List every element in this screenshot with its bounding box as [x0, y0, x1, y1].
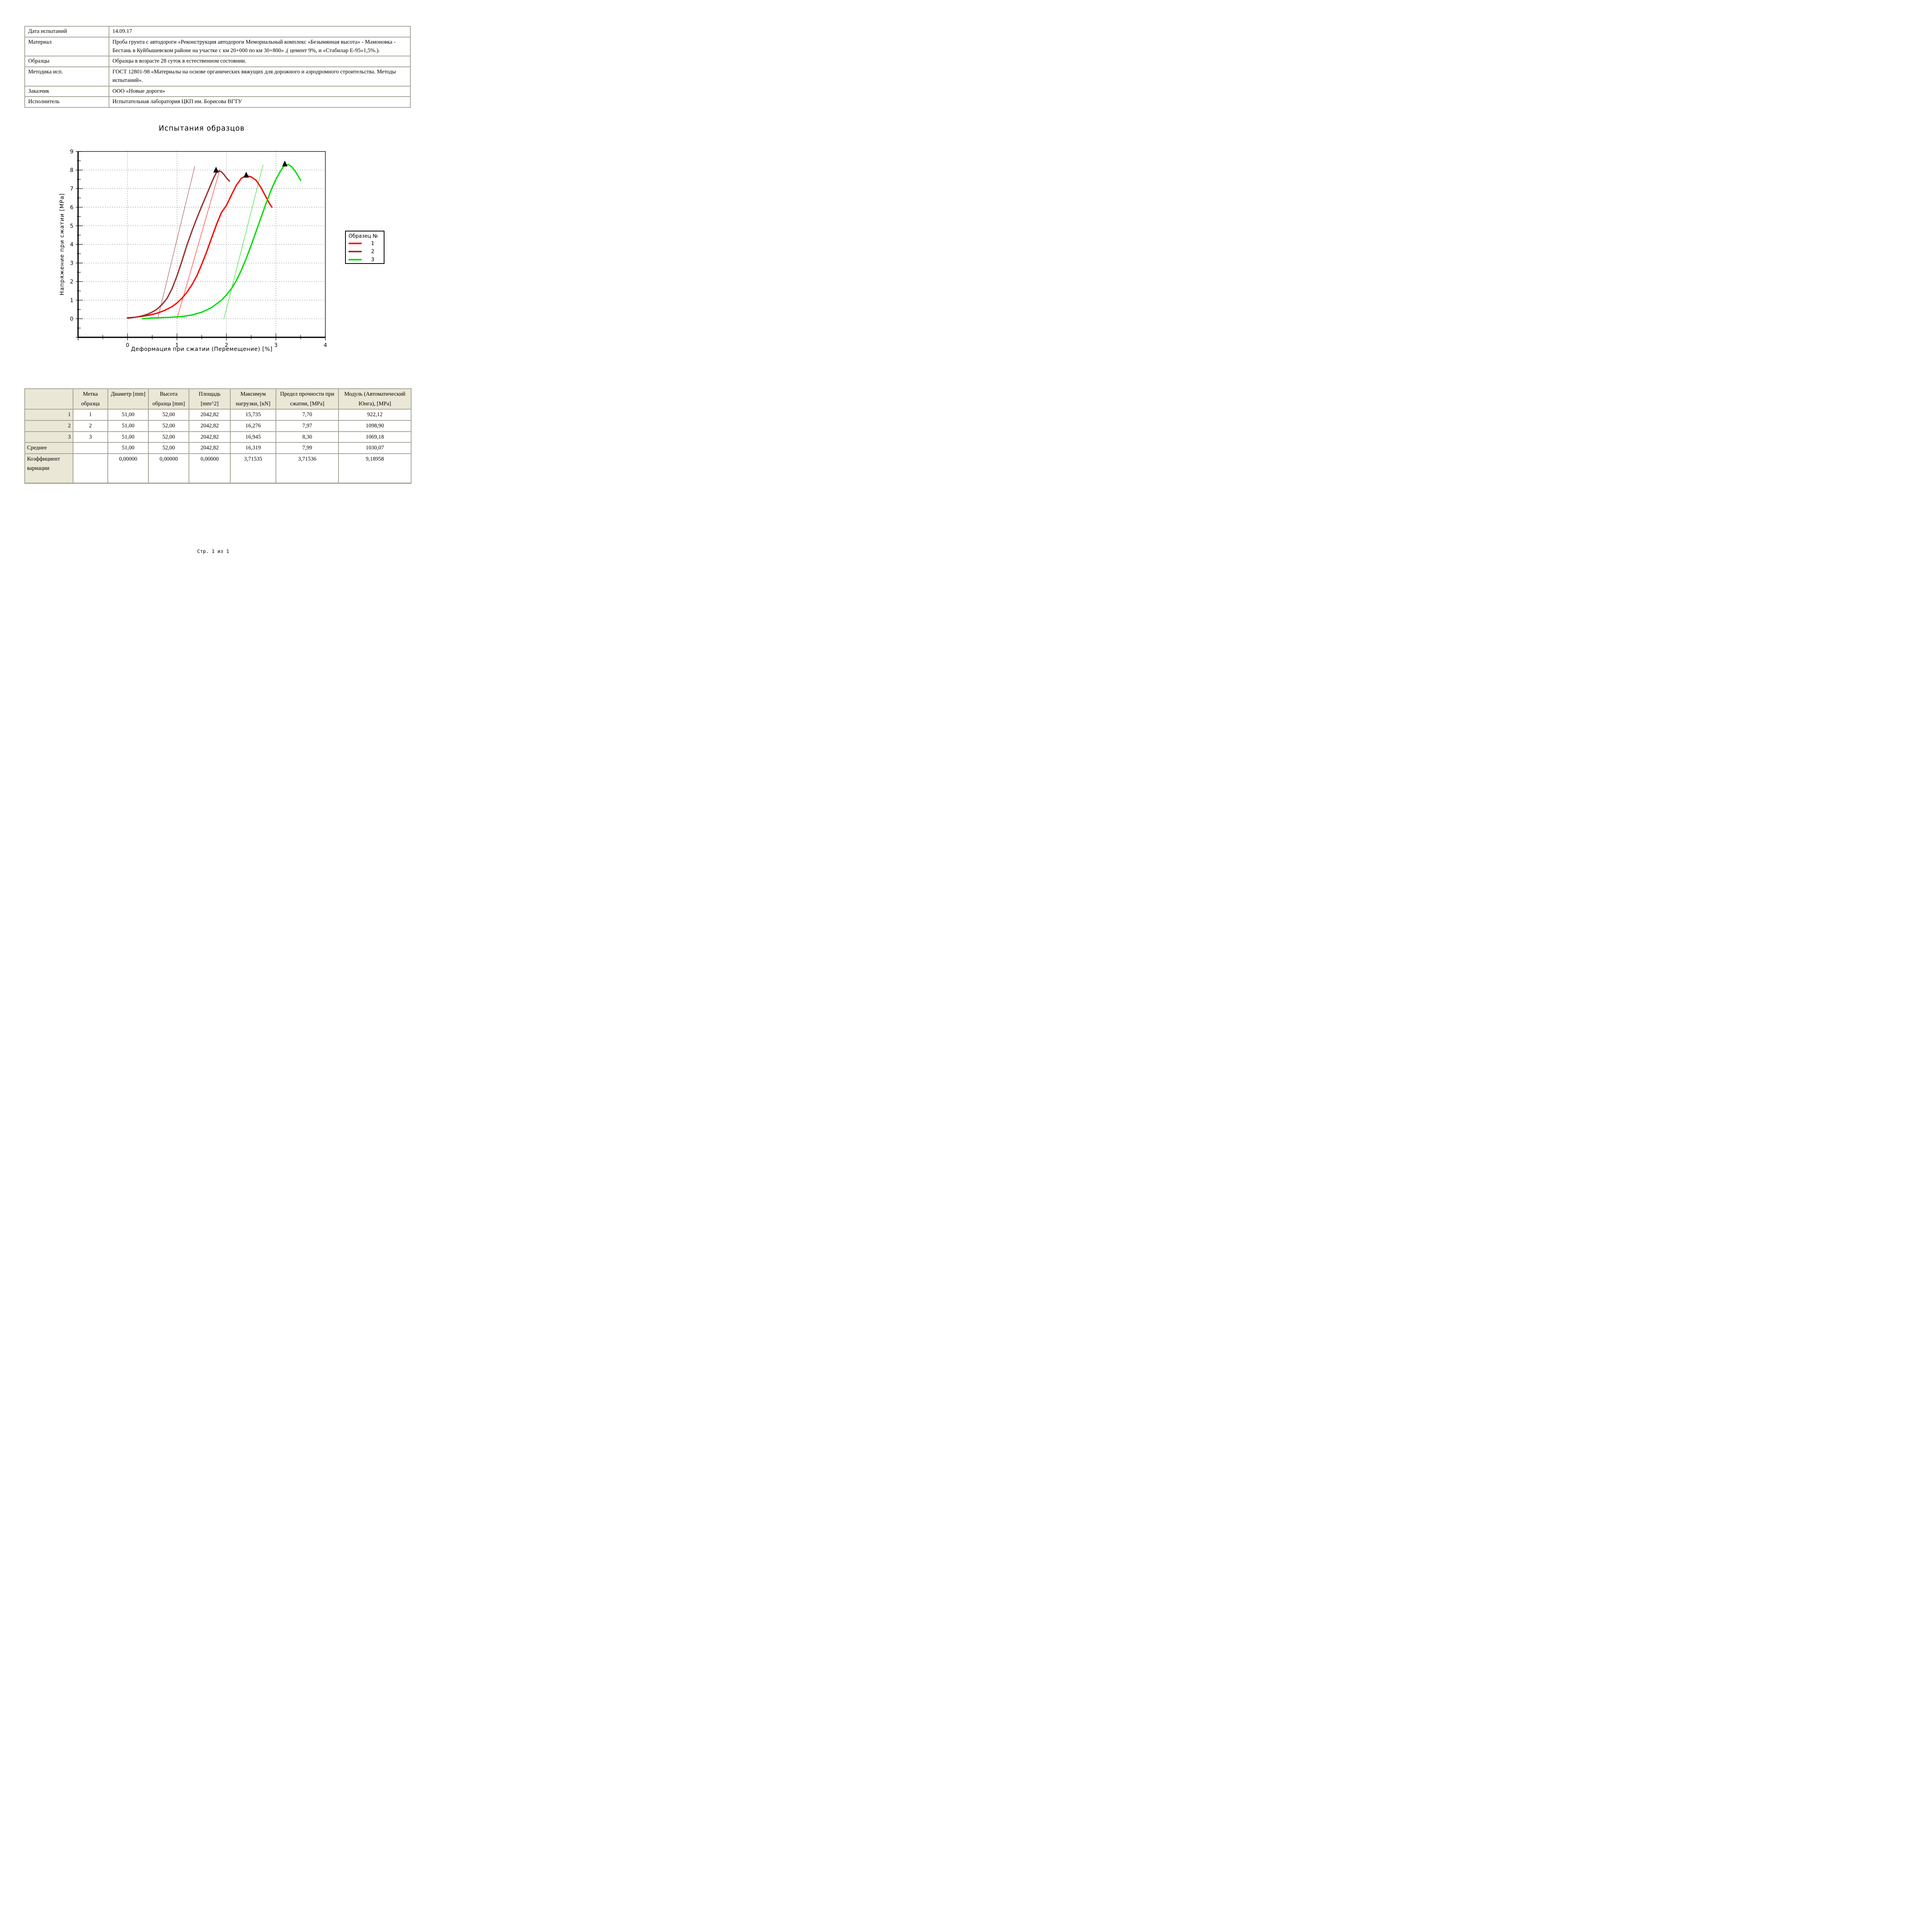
info-label-customer: Заказчик — [24, 85, 109, 97]
results-header-row: Метка образца Диаметр [mm] Высота образц… — [24, 388, 412, 410]
chart-legend: Образец № 1 2 3 — [345, 231, 384, 264]
info-value-method: ГОСТ 12801-98 «Материалы на основе орган… — [109, 66, 411, 87]
row-label: 1 — [24, 409, 73, 421]
table-row: 1 1 51,00 52,00 2042,82 15,735 7,70 922,… — [24, 409, 412, 421]
chart-title: Испытания образцов — [158, 124, 245, 133]
info-label-date: Дата испытаний — [24, 26, 109, 37]
row-label: 3 — [24, 431, 73, 443]
header-cell-height: Высота образца [mm] — [148, 388, 189, 410]
svg-text:3: 3 — [70, 260, 73, 267]
legend-item: 2 — [346, 248, 384, 255]
footer-page-number: Стр. 1 из 1 — [197, 548, 229, 554]
info-value-contractor: Испытательная лаборатория ЦКП им. Борисо… — [109, 96, 411, 108]
svg-text:6: 6 — [70, 204, 73, 211]
info-row: Заказчик ООО «Новые дороги» — [24, 85, 411, 97]
results-table: Метка образца Диаметр [mm] Высота образц… — [24, 388, 412, 484]
svg-text:8: 8 — [70, 167, 73, 173]
info-label-contractor: Исполнитель — [24, 96, 109, 108]
row-label: Коэффициент вариации — [24, 453, 73, 484]
legend-label-series3: 3 — [371, 257, 374, 263]
legend-item: 1 — [346, 240, 384, 247]
row-label: 2 — [24, 420, 73, 432]
header-cell-mark: Метка образца — [73, 388, 108, 410]
table-row-average: Среднее 51,00 52,00 2042,82 16,319 7,99 … — [24, 442, 412, 454]
table-row: 2 2 51,00 52,00 2042,82 16,276 7,97 1098… — [24, 420, 412, 432]
info-value-material: Проба грунта с автодороги «Реконструкция… — [109, 36, 411, 57]
info-row: Методика исп. ГОСТ 12801-98 «Материалы н… — [24, 66, 411, 87]
info-row: Дата испытаний 14.09.17 — [24, 26, 411, 37]
info-label-samples: Образцы — [24, 56, 109, 67]
info-label-method: Методика исп. — [24, 66, 109, 87]
svg-text:3: 3 — [274, 342, 278, 349]
legend-title: Образец № — [349, 233, 378, 239]
legend-swatch-series2 — [349, 251, 362, 252]
x-axis-label: Деформация при сжатии (Перемещение) [%] — [131, 346, 273, 352]
info-value-samples: Образцы в возрасте 28 суток в естественн… — [109, 56, 411, 67]
y-axis-label: Напряжение при сжатии [МРа] — [59, 193, 65, 296]
legend-swatch-series3 — [349, 259, 362, 260]
legend-item: 3 — [346, 256, 384, 264]
stress-strain-chart: 0 1 2 3 4 0 1 2 3 4 5 6 7 8 9 — [70, 149, 327, 349]
header-cell-area: Площадь [mm^2] — [189, 388, 231, 410]
legend-swatch-series1 — [349, 243, 362, 244]
header-cell-diameter: Диаметр [mm] — [107, 388, 149, 410]
svg-text:5: 5 — [70, 223, 73, 229]
legend-label-series1: 1 — [371, 240, 374, 247]
svg-text:4: 4 — [324, 342, 327, 349]
svg-text:1: 1 — [175, 342, 179, 349]
info-label-material: Материал — [24, 36, 109, 57]
info-table: Дата испытаний 14.09.17 Материал Проба г… — [24, 26, 411, 108]
header-cell-strength: Предел прочности при сжатии, [МРа] — [276, 388, 339, 410]
svg-text:9: 9 — [70, 149, 73, 155]
svg-text:4: 4 — [70, 242, 73, 248]
report-page: Дата испытаний 14.09.17 Материал Проба г… — [0, 0, 426, 603]
row-label: Среднее — [24, 442, 73, 454]
info-value-date: 14.09.17 — [109, 26, 411, 37]
svg-text:2: 2 — [70, 279, 73, 285]
svg-text:2: 2 — [225, 342, 228, 349]
svg-text:7: 7 — [70, 186, 73, 192]
header-cell-modulus: Модуль (Автоматический Юнга), [МРа] — [338, 388, 412, 410]
header-cell-blank — [24, 388, 73, 410]
svg-text:1: 1 — [70, 298, 73, 304]
header-cell-maxload: Максимум нагрузки, [кN] — [230, 388, 276, 410]
info-row: Исполнитель Испытательная лаборатория ЦК… — [24, 96, 411, 108]
svg-text:0: 0 — [126, 342, 129, 349]
table-row: 3 3 51,00 52,00 2042,82 16,945 8,30 1069… — [24, 431, 412, 443]
info-row: Образцы Образцы в возрасте 28 суток в ес… — [24, 56, 411, 67]
table-row-variation: Коэффициент вариации 0,00000 0,00000 0,0… — [24, 453, 412, 484]
legend-label-series2: 2 — [371, 248, 374, 255]
info-row: Материал Проба грунта с автодороги «Реко… — [24, 36, 411, 57]
svg-text:0: 0 — [70, 316, 73, 322]
info-value-customer: ООО «Новые дороги» — [109, 85, 411, 97]
